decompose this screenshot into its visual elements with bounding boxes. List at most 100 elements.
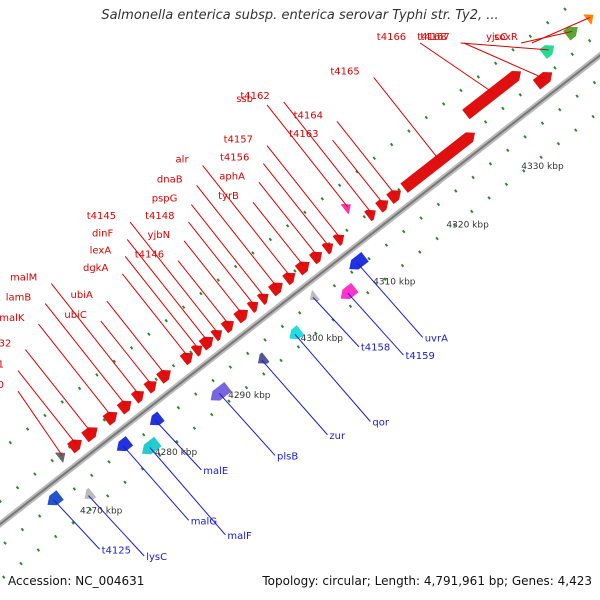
gene-connector — [17, 370, 77, 445]
tick-label: 4270 kbp — [80, 507, 123, 517]
genome-summary-text: Topology: circular; Length: 4,791,961 bp… — [262, 574, 592, 588]
gene-aphA[interactable] — [308, 251, 323, 265]
gene-t4159[interactable] — [340, 282, 359, 300]
gene-tyrB[interactable] — [294, 261, 310, 276]
gene-connector — [252, 201, 305, 267]
tick-label: 4300 kbp — [301, 334, 344, 344]
gene-label: pspG — [152, 194, 178, 205]
gene-plsB[interactable] — [210, 381, 232, 401]
gene-t4163[interactable] — [375, 200, 389, 213]
gene-ubiA[interactable] — [156, 369, 171, 384]
gene-label: t4130 — [0, 380, 4, 391]
gene-label: aphA — [219, 171, 245, 182]
gene-malF[interactable] — [142, 436, 162, 455]
gene-t4130[interactable] — [55, 452, 66, 463]
gene-dnaB[interactable] — [268, 282, 283, 297]
gene-yjcC[interactable] — [563, 26, 578, 41]
gene-label: ubiC — [64, 310, 86, 321]
gene-connector — [531, 16, 591, 44]
gene-connector — [100, 320, 153, 386]
gene-connector — [262, 163, 330, 247]
tick-label: 4330 kbp — [521, 162, 564, 172]
gene-uvrA[interactable] — [349, 252, 369, 270]
gene-t4166[interactable] — [462, 71, 522, 120]
gene-t4156[interactable] — [321, 243, 334, 255]
gene-t4165[interactable] — [400, 132, 476, 193]
gene-connector — [356, 262, 424, 338]
gene-connector — [266, 104, 349, 208]
gene-lysC[interactable] — [84, 487, 97, 500]
gene-label: t4162 — [240, 91, 269, 102]
gene-dinF[interactable] — [198, 336, 214, 351]
gene-label: uvrA — [425, 333, 448, 344]
gene-malG[interactable] — [116, 436, 134, 452]
gene-zur[interactable] — [257, 352, 270, 364]
tick-label: 4320 kbp — [446, 220, 489, 230]
gene-label: dinF — [92, 228, 113, 239]
gene-ssb[interactable] — [340, 204, 351, 215]
gene-connector — [336, 121, 396, 196]
gene-connector — [38, 323, 113, 417]
gene-malE[interactable] — [149, 411, 165, 426]
gene-label: malG — [191, 516, 217, 527]
gene-label: lysC — [146, 552, 167, 563]
gene-label: yjcC — [486, 32, 507, 43]
gene-connector — [17, 390, 63, 456]
gene-t4164[interactable] — [386, 190, 401, 204]
gene-label: lamB — [6, 293, 32, 304]
gene-t4157[interactable] — [332, 234, 345, 246]
gene-connector — [188, 221, 255, 306]
gene-pspG[interactable] — [256, 293, 269, 305]
gene-label: t4125 — [102, 545, 131, 556]
gene-t4146[interactable] — [220, 320, 234, 334]
gene-dgkA[interactable] — [179, 352, 193, 366]
gene-qor[interactable] — [289, 325, 305, 340]
gene-label: plsB — [277, 451, 298, 462]
gene-label: tyrB — [218, 191, 239, 202]
gene-yjbN[interactable] — [233, 309, 249, 324]
gene-label: malM — [10, 273, 37, 284]
gene-connector — [88, 495, 145, 557]
gene-t4167[interactable] — [532, 72, 553, 90]
gene-connector — [183, 240, 243, 315]
gene-connector — [261, 359, 328, 436]
gene-connector — [266, 145, 341, 239]
gene-connector — [149, 447, 226, 536]
gene-label: malK — [0, 313, 25, 324]
gene-label: dnaB — [157, 174, 183, 185]
gene-soxR[interactable] — [583, 14, 594, 25]
gene-connector — [218, 393, 276, 456]
gene-connector — [50, 283, 140, 396]
gene-label: t4156 — [220, 153, 249, 164]
tick-label: 4290 kbp — [228, 391, 271, 401]
gene-t4125[interactable] — [47, 490, 64, 506]
gene-connector — [124, 256, 199, 350]
gene-label: lexA — [90, 245, 112, 256]
gene-t4162[interactable] — [364, 209, 376, 222]
gene-lamB[interactable] — [116, 400, 132, 415]
gene-connector — [202, 165, 292, 278]
gene-malK[interactable] — [102, 411, 118, 426]
gene-label: t4148 — [145, 211, 174, 222]
gene-t4145[interactable] — [210, 329, 223, 342]
gene-label: t4164 — [294, 110, 323, 121]
gene-label: t4163 — [289, 129, 318, 140]
gene-ubiC[interactable] — [143, 381, 157, 394]
gene-label: t4132 — [0, 339, 11, 350]
gene-lexA[interactable] — [190, 345, 203, 357]
gene-label: qor — [372, 418, 389, 429]
gene-connector — [53, 499, 101, 550]
gene-t4148[interactable] — [246, 301, 259, 313]
gene-t4132[interactable] — [81, 427, 98, 443]
gene-alr[interactable] — [282, 272, 296, 286]
gene-connector — [463, 42, 545, 80]
gene-malM[interactable] — [130, 390, 145, 404]
gene-t4168[interactable] — [539, 45, 555, 59]
gene-t4158[interactable] — [309, 290, 320, 301]
tick-label: 4310 kbp — [373, 278, 416, 288]
gene-label: alr — [176, 154, 190, 165]
gene-connector — [190, 204, 266, 298]
gene-t4131[interactable] — [67, 439, 82, 454]
gene-connector — [106, 300, 166, 376]
